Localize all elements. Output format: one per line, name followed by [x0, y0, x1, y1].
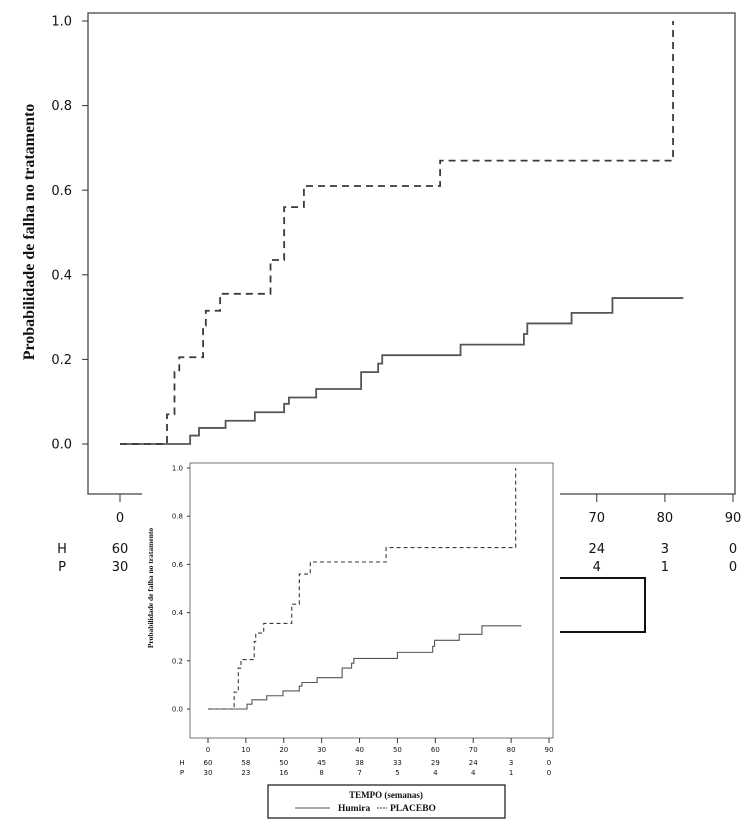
- x-tick-label: 90: [725, 511, 742, 526]
- risk-count: 16: [279, 769, 288, 777]
- inset-background: [142, 457, 560, 752]
- risk-count: 60: [112, 542, 129, 557]
- risk-count: 0: [729, 560, 737, 575]
- risk-count: 1: [509, 769, 513, 777]
- x-tick-label: 30: [317, 746, 326, 754]
- x-tick-label: 60: [431, 746, 440, 754]
- risk-count: 29: [431, 759, 440, 767]
- risk-row-label: P: [180, 769, 184, 777]
- risk-count: 0: [729, 542, 737, 557]
- y-tick-label: 0.0: [172, 705, 183, 713]
- legend-box: [267, 784, 506, 819]
- risk-row-label: H: [57, 542, 67, 557]
- y-tick-label: 0.8: [172, 513, 183, 521]
- y-tick-label: 0.8: [51, 99, 72, 114]
- series-line-humira: [208, 625, 522, 710]
- y-tick-label: 1.0: [172, 464, 183, 472]
- risk-count: 30: [112, 560, 129, 575]
- x-axis-label: TEMPO (semanas): [349, 790, 423, 800]
- x-tick-label: 80: [657, 511, 674, 526]
- series-line-placebo: [208, 468, 517, 710]
- y-tick-label: 0.6: [172, 561, 184, 569]
- y-tick-label: 0.0: [51, 438, 72, 453]
- x-tick-label: 0: [206, 746, 210, 754]
- risk-row-label: P: [58, 560, 66, 575]
- y-tick-label: 0.2: [172, 657, 183, 665]
- risk-count: 4: [593, 560, 601, 575]
- risk-count: 60: [204, 759, 213, 767]
- inset-chart: 0.00.20.40.60.81.00 10 20 30 40 50 60 70 80 90H 60…: [142, 457, 560, 819]
- risk-count: 3: [661, 542, 669, 557]
- x-tick-label: 90: [545, 746, 554, 754]
- risk-count: 23: [241, 769, 250, 777]
- risk-count: 5: [395, 769, 399, 777]
- y-axis-label: Probabilidade de falha no tratamento: [146, 528, 155, 649]
- risk-count: 38: [355, 759, 364, 767]
- risk-count: 7: [357, 769, 361, 777]
- series-line-placebo: [120, 21, 674, 445]
- risk-count: 0: [547, 769, 551, 777]
- plot-frame: [87, 12, 736, 495]
- x-tick-label: 50: [393, 746, 402, 754]
- x-tick-label: 70: [469, 746, 478, 754]
- risk-count: 30: [204, 769, 213, 777]
- risk-count: 4: [433, 769, 438, 777]
- risk-count: 24: [589, 542, 606, 557]
- risk-count: 4: [471, 769, 476, 777]
- x-tick-label: 70: [589, 511, 606, 526]
- risk-count: 33: [393, 759, 402, 767]
- risk-row-label: H: [179, 759, 184, 767]
- y-tick-label: 0.2: [51, 353, 72, 368]
- risk-count: 50: [279, 759, 288, 767]
- x-tick-label: 80: [507, 746, 516, 754]
- series-line-humira: [120, 297, 684, 445]
- x-tick-label: 0: [116, 511, 124, 526]
- y-tick-label: 0.6: [51, 184, 72, 199]
- risk-count: 45: [317, 759, 326, 767]
- legend: TEMPO (semanas) Humira PLACEBO: [267, 784, 506, 819]
- risk-count: 1: [661, 560, 669, 575]
- y-tick-label: 0.4: [51, 268, 72, 283]
- risk-count: 0: [547, 759, 551, 767]
- risk-count: 24: [469, 759, 478, 767]
- y-tick-label: 1.0: [51, 15, 72, 30]
- legend-label-placebo: PLACEBO: [390, 804, 436, 814]
- plot-frame: [189, 462, 554, 739]
- y-tick-label: 0.4: [172, 609, 184, 617]
- risk-count: 58: [241, 759, 250, 767]
- legend-label-humira: Humira: [338, 804, 370, 814]
- y-axis-label: Probabilidade de falha no tratamento: [21, 104, 38, 361]
- x-tick-label: 40: [355, 746, 364, 754]
- x-tick-label: 20: [279, 746, 288, 754]
- x-tick-label: 10: [241, 746, 250, 754]
- risk-count: 8: [319, 769, 323, 777]
- risk-count: 3: [509, 759, 513, 767]
